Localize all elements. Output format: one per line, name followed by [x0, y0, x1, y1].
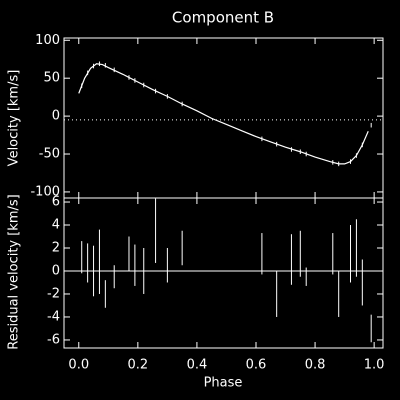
y-tick-label: 6: [52, 195, 60, 210]
y-tick-label: 100: [35, 33, 60, 48]
y-tick-label: -4: [47, 309, 60, 324]
y-tick-label: 0: [52, 263, 60, 278]
y-tick-label: 4: [52, 218, 60, 233]
y-tick-label: 0: [52, 109, 60, 124]
x-axis-label: Phase: [204, 376, 243, 391]
x-tick-label: 0.6: [246, 358, 267, 373]
y-tick-label: 2: [52, 241, 60, 256]
x-tick-label: 0.2: [127, 358, 148, 373]
y-tick-label: -50: [39, 147, 60, 162]
model-line: [78, 63, 369, 165]
plot-frame: [63, 197, 384, 349]
y-tick-label: -6: [47, 332, 60, 347]
y-tick-label: -100: [30, 184, 60, 199]
x-tick-label: 1.0: [364, 358, 385, 373]
x-tick-label: 0.0: [68, 358, 89, 373]
y-axis-label: Residual velocity [km/s]: [7, 194, 22, 349]
plot-frame: [63, 37, 384, 199]
chart-title: Component B: [172, 9, 274, 27]
y-tick-label: -2: [47, 286, 60, 301]
x-tick-label: 0.8: [305, 358, 326, 373]
x-tick-label: 0.4: [187, 358, 208, 373]
y-axis-label: Velocity [km/s]: [7, 70, 22, 167]
y-tick-label: 50: [43, 71, 60, 86]
